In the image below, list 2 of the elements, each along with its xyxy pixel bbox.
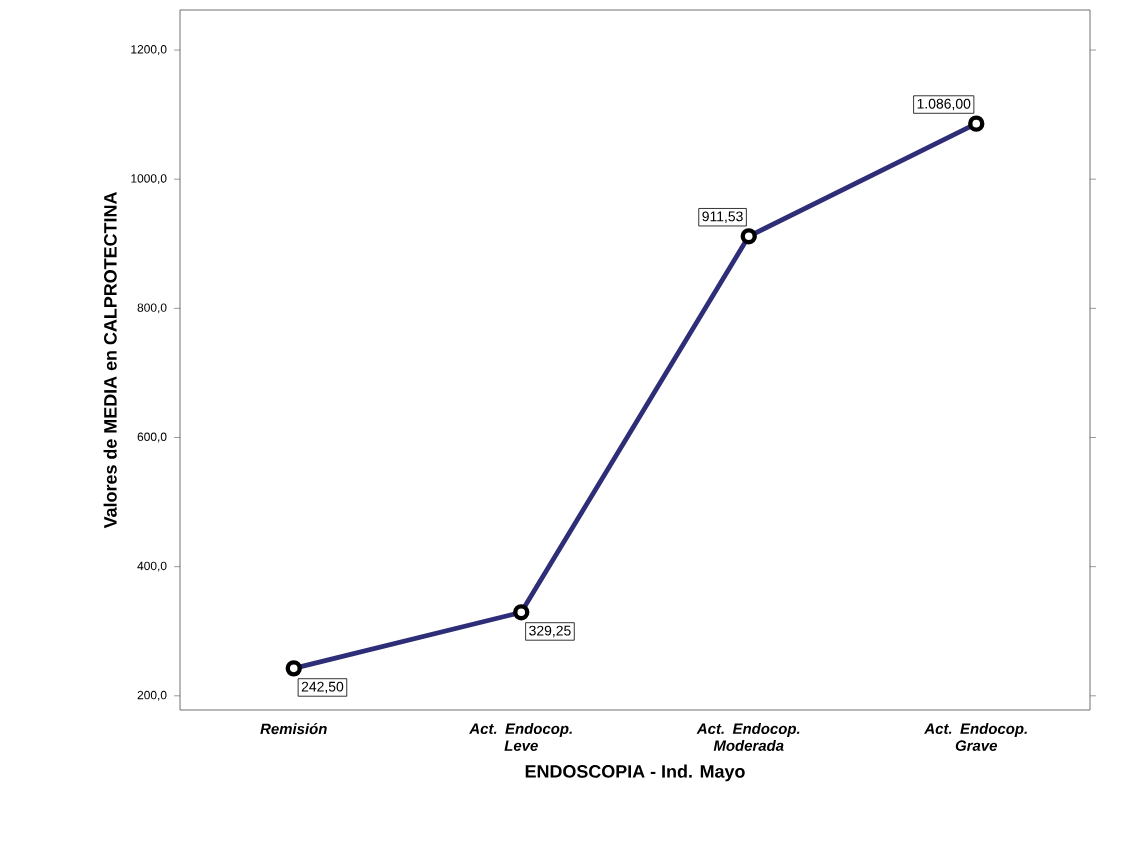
y-axis-title: Valores de MEDIA en CALPROTECTINA xyxy=(103,192,117,529)
x-axis-title: ENDOSCOPIA - Ind. Mayo xyxy=(525,764,745,782)
